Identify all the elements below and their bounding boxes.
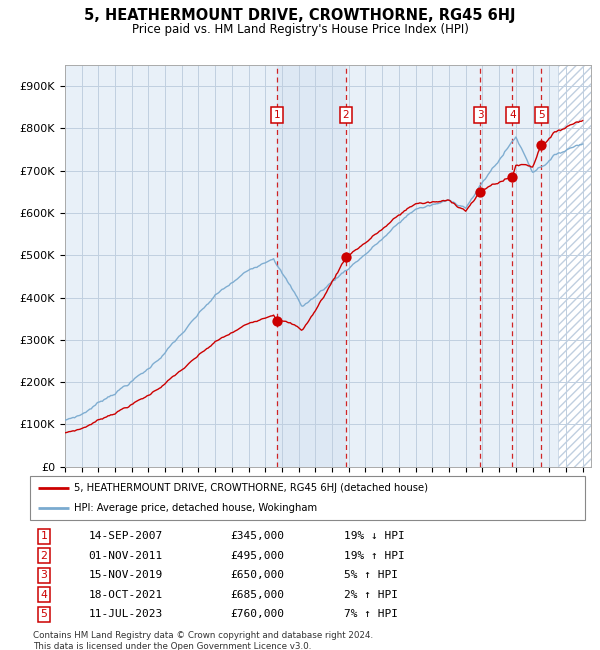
Text: £760,000: £760,000 [230,609,284,619]
Text: 5% ↑ HPI: 5% ↑ HPI [344,570,398,580]
Text: Contains HM Land Registry data © Crown copyright and database right 2024.
This d: Contains HM Land Registry data © Crown c… [33,630,373,650]
Text: £685,000: £685,000 [230,590,284,600]
Text: 4: 4 [509,111,515,120]
Text: 2: 2 [40,551,47,561]
Text: 14-SEP-2007: 14-SEP-2007 [88,531,163,541]
Point [272,316,282,326]
Text: 5: 5 [538,111,545,120]
Point [508,172,517,182]
Bar [277,65,346,467]
Text: 18-OCT-2021: 18-OCT-2021 [88,590,163,600]
Text: 19% ↓ HPI: 19% ↓ HPI [344,531,404,541]
Text: 4: 4 [40,590,47,600]
Text: HPI: Average price, detached house, Wokingham: HPI: Average price, detached house, Woki… [74,503,317,513]
Text: 1: 1 [274,111,280,120]
Point [536,140,546,151]
Text: 2% ↑ HPI: 2% ↑ HPI [344,590,398,600]
Text: 2: 2 [343,111,349,120]
Text: 5, HEATHERMOUNT DRIVE, CROWTHORNE, RG45 6HJ (detached house): 5, HEATHERMOUNT DRIVE, CROWTHORNE, RG45 … [74,483,428,493]
Point [341,252,351,263]
Text: 3: 3 [477,111,484,120]
Text: 7% ↑ HPI: 7% ↑ HPI [344,609,398,619]
Text: 3: 3 [40,570,47,580]
Text: 1: 1 [40,531,47,541]
Text: 11-JUL-2023: 11-JUL-2023 [88,609,163,619]
Text: £345,000: £345,000 [230,531,284,541]
Text: £495,000: £495,000 [230,551,284,561]
FancyBboxPatch shape [30,476,585,520]
Text: Price paid vs. HM Land Registry's House Price Index (HPI): Price paid vs. HM Land Registry's House … [131,23,469,36]
Text: 15-NOV-2019: 15-NOV-2019 [88,570,163,580]
Text: 19% ↑ HPI: 19% ↑ HPI [344,551,404,561]
Text: 5, HEATHERMOUNT DRIVE, CROWTHORNE, RG45 6HJ: 5, HEATHERMOUNT DRIVE, CROWTHORNE, RG45 … [84,8,516,23]
Point [475,187,485,197]
Text: 5: 5 [40,609,47,619]
Bar [557,65,600,467]
Text: £650,000: £650,000 [230,570,284,580]
Text: 01-NOV-2011: 01-NOV-2011 [88,551,163,561]
